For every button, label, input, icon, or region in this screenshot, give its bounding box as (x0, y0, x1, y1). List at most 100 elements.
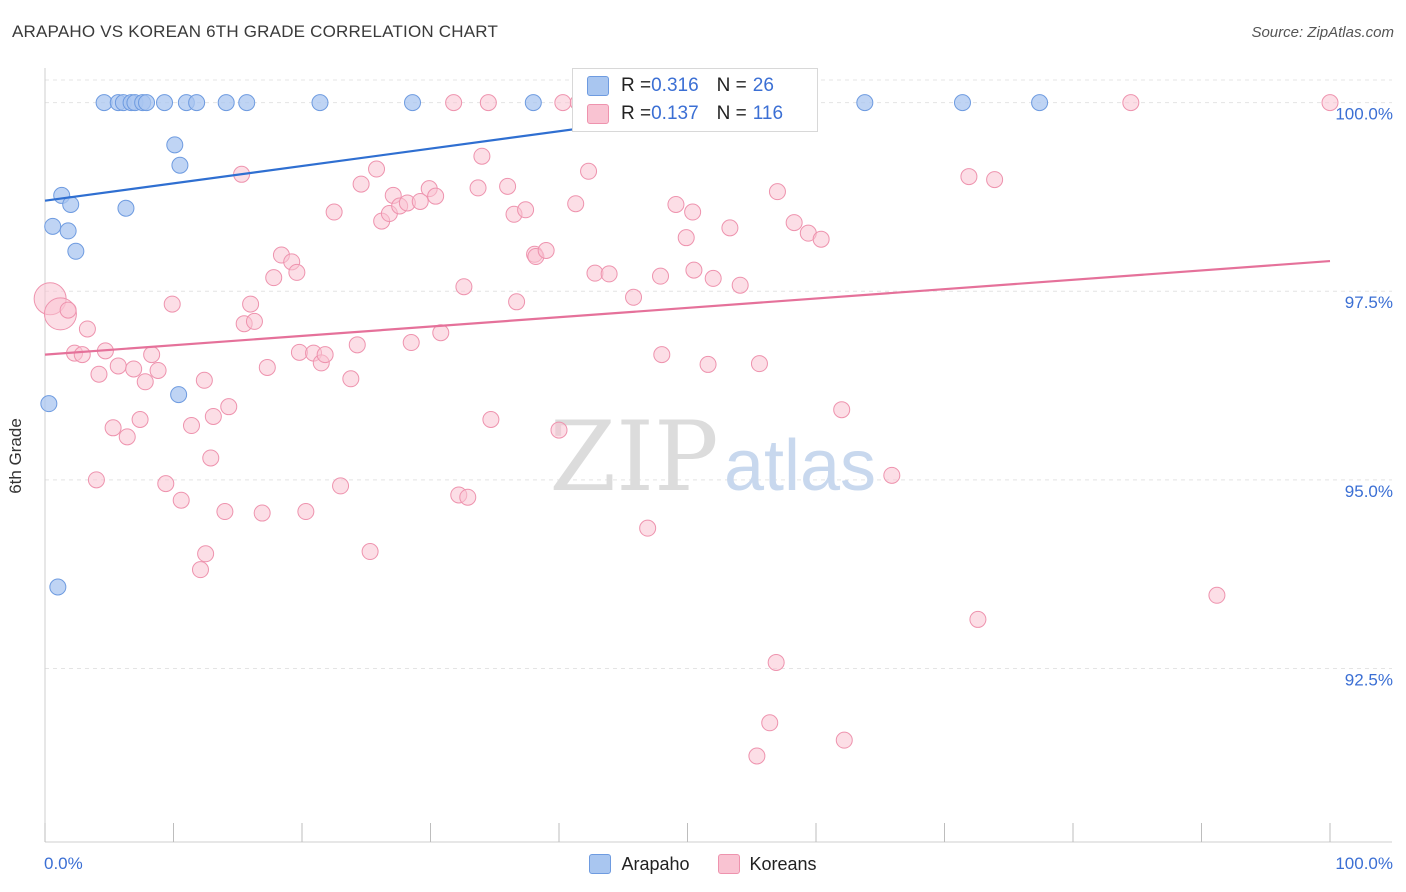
koreans-point (191, 561, 209, 579)
arapaho-point (44, 217, 62, 235)
legend-swatch-koreans (717, 854, 740, 874)
koreans-point (812, 230, 830, 248)
koreans-point (125, 360, 143, 378)
stats-legend: R = 0.316 N = 26 R = 0.137 N = 116 (572, 68, 818, 132)
koreans-point (149, 361, 167, 379)
koreans-point (833, 401, 851, 419)
legend-swatch-koreans (587, 104, 609, 124)
arapaho-point (117, 199, 135, 217)
koreans-point (204, 407, 222, 425)
koreans-point (554, 94, 572, 112)
y-tick-label: 92.5% (1345, 670, 1393, 689)
koreans-point (163, 295, 181, 313)
koreans-point (352, 175, 370, 193)
koreans-point (368, 160, 386, 178)
legend-row-arapaho: R = 0.316 N = 26 (587, 74, 774, 98)
koreans-point (316, 346, 334, 364)
koreans-point (580, 162, 598, 180)
koreans-point (73, 346, 91, 364)
legend-label-arapaho: Arapaho (621, 853, 690, 874)
watermark: ZIP atlas (549, 401, 876, 513)
arapaho-point (59, 222, 77, 240)
arapaho-point (170, 386, 188, 404)
koreans-trend-line (44, 259, 1331, 356)
koreans-point (78, 320, 96, 338)
koreans-point (182, 417, 200, 435)
koreans-point (253, 504, 271, 522)
legend-n-value: 116 (752, 103, 784, 124)
koreans-point (767, 653, 785, 671)
arapaho-point (49, 578, 67, 596)
koreans-point (761, 714, 779, 732)
koreans-point (242, 295, 260, 313)
koreans-point (245, 312, 263, 330)
legend-row-koreans: R = 0.137 N = 116 (587, 102, 783, 126)
arapaho-point (40, 395, 58, 413)
arapaho-point (217, 94, 235, 112)
koreans-point (600, 265, 618, 283)
arapaho-point (238, 94, 256, 112)
koreans-point (104, 419, 122, 437)
arapaho-points (40, 94, 1049, 596)
koreans-point (1321, 94, 1339, 112)
arapaho-point (166, 136, 184, 154)
koreans-point (721, 219, 739, 237)
koreans-point (550, 421, 568, 439)
source-label: Source: ZipAtlas.com (1251, 24, 1394, 41)
koreans-point (297, 503, 315, 521)
koreans-point (731, 276, 749, 294)
arapaho-point (95, 94, 113, 112)
koreans-point (508, 293, 526, 311)
koreans-point (567, 195, 585, 213)
koreans-point (118, 428, 136, 446)
koreans-point (220, 398, 238, 416)
koreans-point (288, 263, 306, 281)
koreans-point (325, 203, 343, 221)
legend-item-koreans[interactable]: Koreans (717, 853, 817, 875)
koreans-point (1122, 94, 1140, 112)
koreans-point (537, 242, 555, 260)
koreans-point (1208, 586, 1226, 604)
koreans-point (87, 471, 105, 489)
legend-n-label: N = (716, 103, 747, 124)
koreans-point (332, 477, 350, 495)
koreans-point (835, 731, 853, 749)
koreans-point (258, 358, 276, 376)
arapaho-point (953, 94, 971, 112)
arapaho-point (524, 94, 542, 112)
arapaho-point (856, 94, 874, 112)
koreans-point (667, 195, 685, 213)
legend-item-arapaho[interactable]: Arapaho (589, 853, 690, 875)
koreans-point (157, 475, 175, 493)
koreans-point (361, 543, 379, 561)
koreans-point (482, 411, 500, 429)
koreans-point (216, 503, 234, 521)
koreans-point (109, 357, 127, 375)
koreans-point (986, 171, 1004, 189)
koreans-point (499, 177, 517, 195)
koreans-point (785, 214, 803, 232)
trend-lines (44, 101, 1331, 356)
koreans-point (517, 201, 535, 219)
legend-label-koreans: Koreans (749, 853, 817, 874)
koreans-point (445, 94, 463, 112)
watermark-atlas: atlas (724, 426, 876, 506)
arapaho-point (138, 94, 156, 112)
koreans-point (699, 355, 717, 373)
koreans-point (750, 355, 768, 373)
koreans-point (90, 365, 108, 383)
koreans-point (684, 203, 702, 221)
koreans-point (172, 491, 190, 509)
y-tick-label: 95.0% (1345, 482, 1393, 501)
legend-r-value: 0.316 (651, 75, 699, 96)
arapaho-point (311, 94, 329, 112)
koreans-point (960, 168, 978, 186)
series-legend: Arapaho Koreans (0, 852, 1406, 876)
koreans-point (479, 94, 497, 112)
koreans-point (639, 519, 657, 537)
koreans-point (685, 261, 703, 279)
koreans-point (883, 466, 901, 484)
koreans-point (402, 334, 420, 352)
koreans-point (473, 147, 491, 165)
